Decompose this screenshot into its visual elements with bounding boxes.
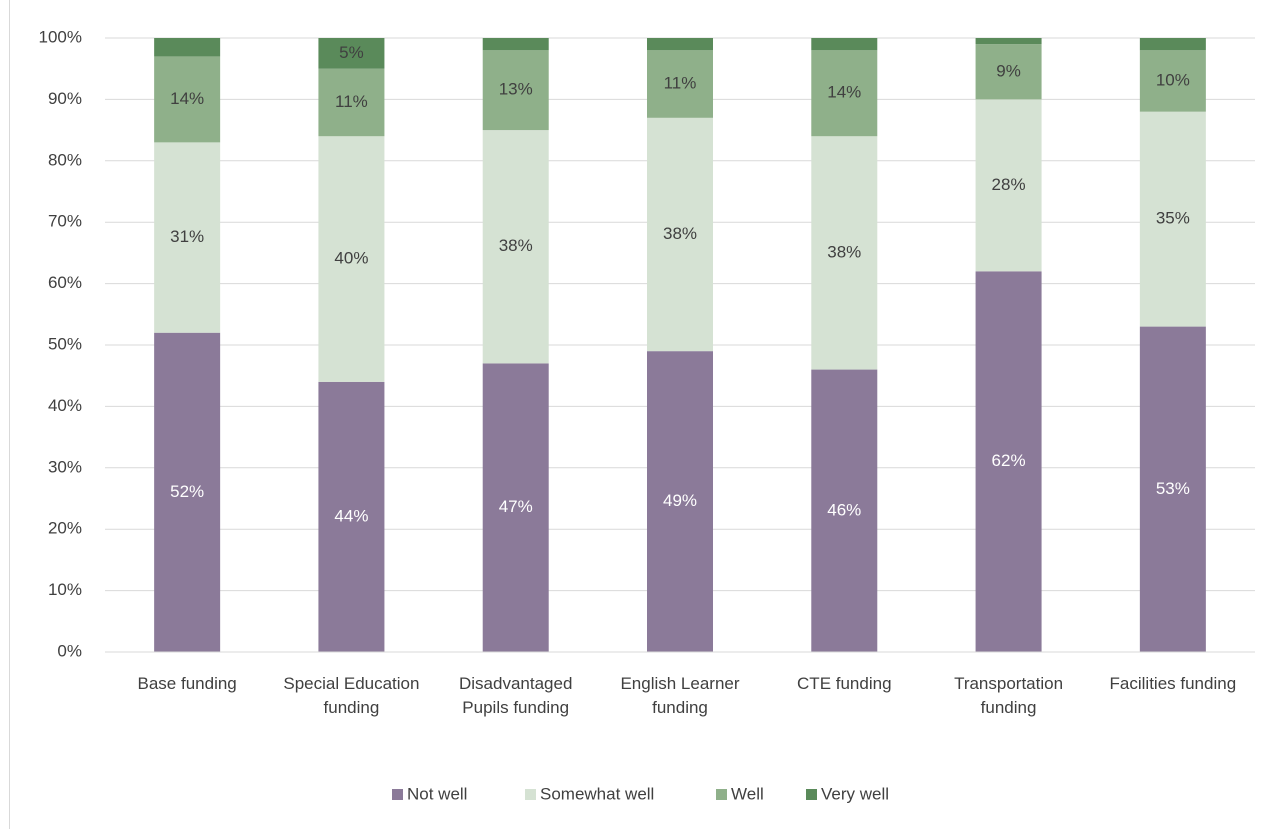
- bar-segment: [1139, 111, 1206, 327]
- y-tick-label: 10%: [48, 580, 82, 599]
- x-tick-label: Facilities funding: [1109, 674, 1237, 693]
- bar-segment: [154, 38, 221, 57]
- bar-segment: [318, 381, 385, 652]
- y-tick-label: 0%: [57, 641, 82, 660]
- bar-segment: [482, 50, 549, 131]
- bar-segment: [975, 38, 1042, 45]
- y-tick-label: 100%: [39, 27, 82, 46]
- bar-segment: [811, 369, 878, 652]
- bar-segment: [482, 363, 549, 652]
- bar-segment: [647, 351, 713, 652]
- bar-segment: [975, 99, 1042, 272]
- data-label: 14%: [170, 89, 204, 108]
- y-tick-label: 70%: [48, 212, 82, 231]
- bar-segment: [1139, 38, 1206, 51]
- data-label: 47%: [499, 497, 533, 516]
- data-label: 38%: [499, 236, 533, 255]
- bar-segment: [975, 44, 1042, 100]
- data-label: 40%: [334, 249, 368, 268]
- bar-segment: [154, 332, 221, 652]
- bar-segment: [154, 142, 221, 333]
- y-tick-label: 40%: [48, 396, 82, 415]
- y-tick-label: 80%: [48, 150, 82, 169]
- data-label: 13%: [499, 80, 533, 99]
- legend-swatch: [806, 789, 817, 800]
- data-label: 62%: [992, 451, 1026, 470]
- data-label: 46%: [827, 500, 861, 519]
- bar-segment: [1139, 50, 1206, 112]
- data-label: 10%: [1156, 70, 1190, 89]
- legend-swatch: [525, 789, 536, 800]
- data-label: 31%: [170, 227, 204, 246]
- x-tick-label: English Learner funding: [620, 674, 740, 717]
- data-label: 38%: [827, 242, 861, 261]
- x-tick-label: CTE funding: [797, 674, 892, 693]
- y-tick-label: 30%: [48, 457, 82, 476]
- x-tick-label: Special Education funding: [283, 674, 420, 717]
- bar-segment: [318, 38, 385, 69]
- bar-segment: [647, 50, 713, 118]
- bar-segment: [482, 38, 549, 51]
- data-label: 49%: [663, 491, 697, 510]
- legend-label: Very well: [821, 784, 889, 803]
- data-label: 14%: [827, 83, 861, 102]
- x-tick-label: Transportation funding: [954, 674, 1064, 717]
- bar-segment: [318, 136, 385, 382]
- data-label: 52%: [170, 482, 204, 501]
- data-label: 5%: [339, 43, 364, 62]
- x-tick-label: Base funding: [137, 674, 237, 693]
- bar-segment: [482, 130, 549, 364]
- data-label: 9%: [996, 61, 1021, 80]
- legend-label: Well: [731, 784, 764, 803]
- data-label: 28%: [992, 175, 1026, 194]
- bar-segment: [647, 38, 713, 51]
- legend-label: Somewhat well: [540, 784, 654, 803]
- legend-swatch: [716, 789, 727, 800]
- bar-segment: [154, 56, 221, 143]
- bar-segment: [811, 38, 878, 51]
- bar-segment: [318, 68, 385, 137]
- y-tick-label: 50%: [48, 334, 82, 353]
- data-label: 35%: [1156, 209, 1190, 228]
- chart-border: [9, 0, 10, 829]
- legend-swatch: [392, 789, 403, 800]
- data-label: 11%: [335, 92, 368, 111]
- bar-segment: [975, 271, 1042, 652]
- legend-label: Not well: [407, 784, 467, 803]
- y-tick-label: 90%: [48, 89, 82, 108]
- x-tick-label: Disadvantaged Pupils funding: [458, 674, 573, 717]
- data-label: 44%: [334, 506, 368, 525]
- bar-segment: [1139, 326, 1206, 652]
- bar-segment: [811, 136, 878, 370]
- bar-segment: [811, 50, 878, 137]
- data-label: 38%: [663, 224, 697, 243]
- y-tick-label: 20%: [48, 519, 82, 538]
- data-label: 53%: [1156, 479, 1190, 498]
- y-tick-label: 60%: [48, 273, 82, 292]
- data-label: 11%: [664, 74, 697, 93]
- bar-segment: [647, 117, 713, 352]
